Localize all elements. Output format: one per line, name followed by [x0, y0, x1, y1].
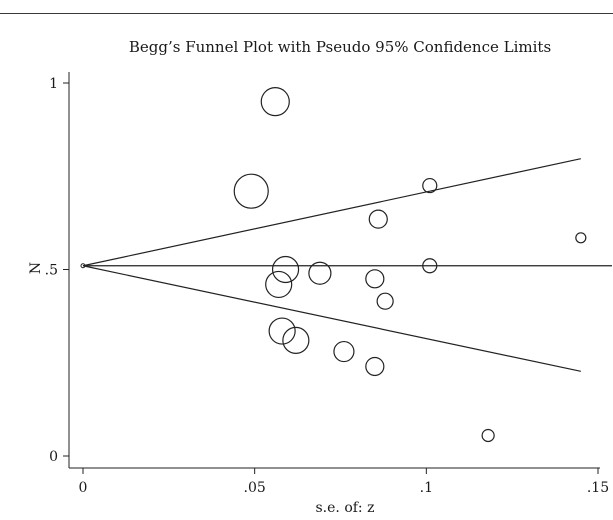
y-tick-label: .5 [45, 263, 58, 279]
study-point [308, 261, 332, 285]
top-rule [0, 13, 613, 14]
study-point [333, 340, 355, 363]
study-point [365, 356, 385, 377]
study-point [481, 428, 495, 443]
lower-confidence-limit [82, 265, 581, 372]
study-point [575, 232, 587, 244]
upper-confidence-limit [82, 158, 581, 267]
study-point [271, 255, 300, 284]
study-point [422, 177, 438, 194]
x-tick-label: .1 [420, 480, 433, 496]
study-point [282, 326, 310, 354]
study-point [422, 258, 438, 274]
y-tick-label: 0 [49, 449, 58, 465]
study-point [376, 292, 394, 310]
y-axis-label: N [28, 262, 44, 274]
study-point [365, 269, 385, 289]
study-point [265, 270, 293, 299]
study-point [268, 317, 296, 345]
plot-area [80, 87, 612, 443]
x-tick-label: .15 [587, 480, 609, 496]
y-tick-label: 1 [49, 76, 58, 92]
x-tick-label: .05 [244, 480, 266, 496]
chart-title: Begg’s Funnel Plot with Pseudo 95% Confi… [129, 38, 551, 56]
study-point [260, 87, 290, 117]
study-point [233, 173, 269, 209]
axes: 0 .05 .1 .15 0 .5 1 [45, 72, 609, 496]
x-tick-label: 0 [79, 480, 88, 496]
x-axis-label: s.e. of: z [316, 500, 375, 516]
origin-point [80, 263, 86, 269]
study-point [368, 209, 388, 229]
